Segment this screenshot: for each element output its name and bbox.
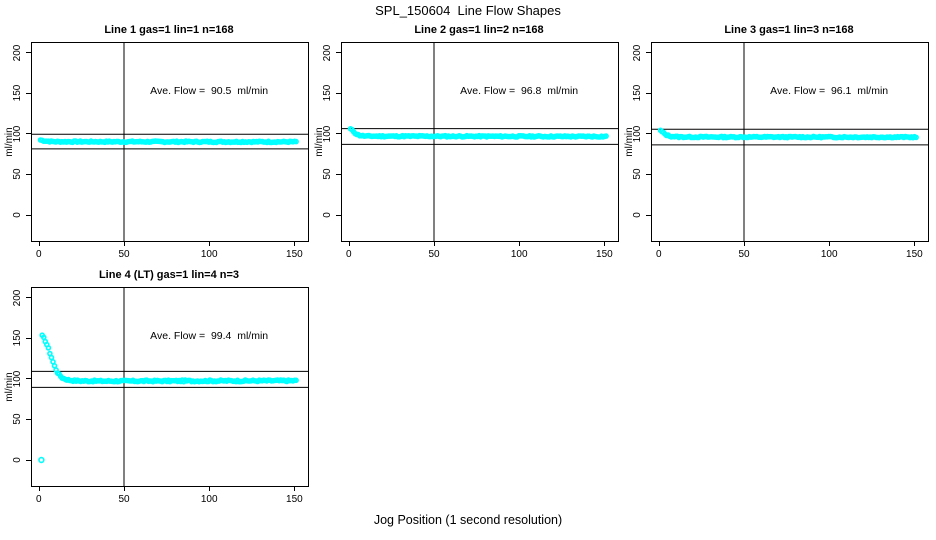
y-tick-label: 150 [12, 329, 23, 347]
x-tick-label: 150 [286, 249, 303, 260]
y-tick-mark [26, 337, 31, 339]
y-tick-label: 0 [322, 212, 333, 218]
y-tick-mark [26, 173, 31, 175]
outlier-point [38, 456, 45, 464]
x-tick-label: 100 [510, 249, 528, 260]
y-tick-label: 200 [12, 289, 23, 307]
subplot-1: Line 1 gas=1 lin=1 n=168 0 50 100 150 200 0 50 1… [0, 20, 310, 265]
x-tick-mark [914, 241, 916, 246]
y-axis-label: ml/min [314, 127, 325, 157]
x-tick-label: 100 [200, 494, 218, 505]
y-tick-mark [26, 92, 31, 94]
plot-area [32, 288, 308, 486]
plot-area [32, 43, 308, 241]
y-tick-mark [646, 214, 651, 216]
y-tick-label: 150 [322, 84, 333, 102]
x-tick-label: 150 [596, 249, 613, 260]
x-tick-label: 50 [118, 249, 130, 260]
y-tick-mark [26, 133, 31, 135]
y-tick-label: 0 [12, 457, 23, 463]
subplot-3: Line 3 gas=1 lin=3 n=168 0 50 100 150 200 0 50 1… [620, 20, 930, 265]
data-points [657, 127, 919, 141]
y-tick-mark [336, 214, 341, 216]
x-tick-mark [434, 241, 435, 246]
ave-flow-annotation: Ave. Flow = 99.4 ml/min [150, 329, 269, 342]
y-tick-mark [26, 297, 31, 299]
x-tick-mark [38, 486, 40, 491]
y-tick-label: 150 [632, 84, 643, 102]
y-tick-label: 200 [12, 44, 23, 62]
x-tick-label: 100 [820, 249, 838, 260]
subplot-title: Line 4 (LT) gas=1 lin=4 n=3 [98, 269, 240, 281]
x-tick-mark [38, 241, 40, 246]
x-tick-mark [658, 241, 660, 246]
x-tick-mark [209, 241, 211, 246]
x-tick-label: 150 [286, 494, 303, 505]
x-tick-label: 0 [36, 494, 42, 505]
figure-title: SPL_150604 Line Flow Shapes [375, 3, 561, 18]
y-tick-mark [646, 92, 651, 94]
x-tick-label: 50 [118, 494, 130, 505]
x-tick-mark [744, 241, 745, 246]
y-axis-label: ml/min [624, 127, 635, 157]
x-tick-mark [829, 241, 831, 246]
plot-box: 0 50 100 150 200 0 50 100 150 ml/min Ave. Flow = 9… [624, 42, 929, 260]
subplot-title: Line 1 gas=1 lin=1 n=168 [104, 24, 234, 36]
y-tick-mark [336, 92, 341, 94]
subplot-title: Line 3 gas=1 lin=3 n=168 [724, 24, 854, 36]
y-tick-mark [336, 173, 341, 175]
data-points [38, 332, 299, 464]
x-tick-label: 0 [346, 249, 352, 260]
ave-flow-annotation: Ave. Flow = 96.1 ml/min [770, 84, 889, 97]
x-tick-mark [209, 486, 211, 491]
data-points [37, 137, 299, 146]
y-tick-mark [26, 52, 31, 54]
x-tick-label: 50 [738, 249, 750, 260]
subplot-2: Line 2 gas=1 lin=2 n=168 0 50 100 150 200 0 50 1… [310, 20, 620, 265]
x-tick-mark [519, 241, 521, 246]
y-tick-mark [336, 52, 341, 54]
x-tick-label: 150 [906, 249, 923, 260]
y-tick-mark [26, 418, 31, 420]
x-tick-mark [294, 241, 296, 246]
y-tick-mark [646, 52, 651, 54]
y-tick-label: 200 [632, 44, 643, 62]
plot-area [652, 43, 928, 241]
y-tick-label: 200 [322, 44, 333, 62]
x-tick-mark [124, 486, 125, 491]
x-tick-label: 100 [200, 249, 218, 260]
y-tick-mark [646, 133, 651, 135]
x-axis-label: Jog Position (1 second resolution) [373, 513, 563, 527]
plot-box: 0 50 100 150 200 0 50 100 150 ml/min Ave. Flow = 9… [4, 42, 309, 260]
plot-box: 0 50 100 150 200 0 50 100 150 ml/min Ave. Flow = 9… [314, 42, 619, 260]
ave-flow-annotation: Ave. Flow = 96.8 ml/min [460, 84, 579, 97]
subplot-title: Line 2 gas=1 lin=2 n=168 [414, 24, 544, 36]
y-tick-label: 0 [12, 212, 23, 218]
ave-flow-annotation: Ave. Flow = 90.5 ml/min [150, 84, 269, 97]
y-tick-mark [26, 378, 31, 380]
y-tick-mark [26, 214, 31, 216]
x-tick-mark [294, 486, 296, 491]
data-points [347, 126, 609, 140]
y-axis-label: ml/min [4, 372, 15, 402]
y-tick-label: 150 [12, 84, 23, 102]
y-tick-mark [336, 133, 341, 135]
x-tick-mark [124, 241, 125, 246]
x-tick-label: 0 [656, 249, 662, 260]
x-tick-label: 0 [36, 249, 42, 260]
y-tick-mark [26, 459, 31, 461]
y-tick-mark [646, 173, 651, 175]
x-tick-mark [348, 241, 350, 246]
plot-area [342, 43, 618, 241]
subplot-4: Line 4 (LT) gas=1 lin=4 n=3 0 50 100 150 200 0… [0, 265, 310, 510]
x-tick-label: 50 [428, 249, 440, 260]
x-tick-mark [604, 241, 606, 246]
y-tick-label: 0 [632, 212, 643, 218]
plot-box: 0 50 100 150 200 0 50 100 150 ml/min Ave. Flow = 9… [4, 287, 309, 505]
y-axis-label: ml/min [4, 127, 15, 157]
